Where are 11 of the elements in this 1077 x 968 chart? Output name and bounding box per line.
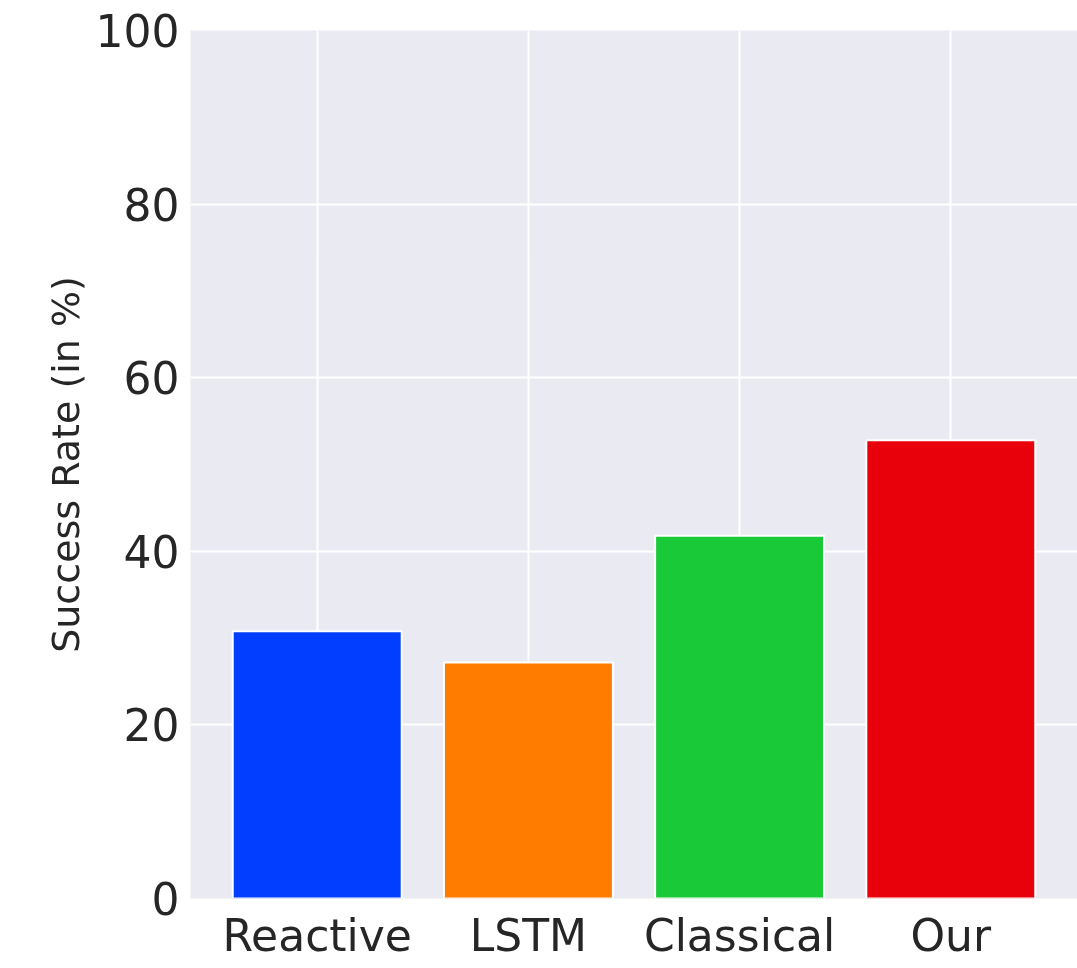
y-tick-label: 60 — [123, 353, 180, 405]
x-tick-label: Our — [910, 909, 992, 961]
y-tick-label: 80 — [123, 179, 180, 231]
x-tick-label: Classical — [643, 909, 836, 961]
x-tick-label: Reactive — [222, 909, 412, 961]
y-axis-title: Success Rate (in %) — [43, 276, 88, 653]
y-tick-label: 100 — [95, 6, 180, 57]
y-tick-label: 40 — [123, 526, 180, 578]
y-tick-label: 20 — [123, 700, 180, 752]
x-tick-label: LSTM — [469, 909, 588, 961]
y-tick-label: 0 — [151, 874, 180, 925]
